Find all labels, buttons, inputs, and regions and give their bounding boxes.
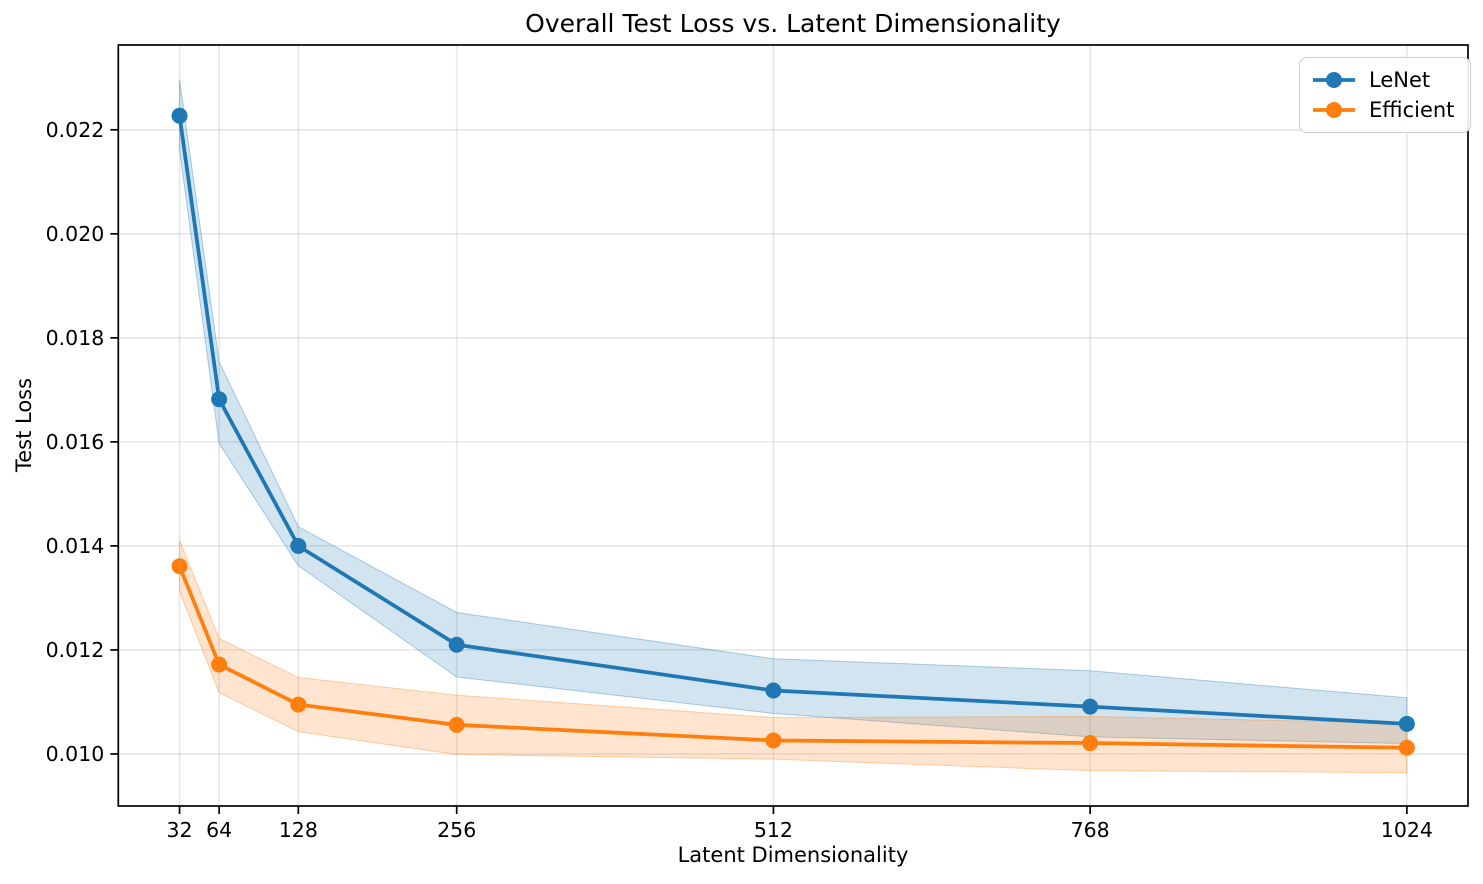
data-point-lenet (211, 391, 228, 408)
y-tick-label: 0.022 (46, 118, 105, 142)
data-point-efficient (765, 732, 782, 749)
x-axis-label: Latent Dimensionality (677, 843, 909, 867)
y-tick-label: 0.010 (46, 742, 105, 766)
data-point-lenet (448, 636, 465, 653)
data-point-lenet (171, 107, 188, 124)
data-point-lenet (290, 537, 307, 554)
data-point-lenet (1398, 715, 1415, 732)
y-tick-label: 0.020 (46, 222, 105, 246)
confidence-band-lenet (179, 79, 1408, 745)
data-point-lenet (765, 682, 782, 699)
y-tick-label: 0.012 (46, 638, 105, 662)
legend-label: Efficient (1369, 98, 1455, 122)
y-tick-label: 0.014 (46, 534, 105, 558)
data-point-efficient (1398, 739, 1415, 756)
data-point-efficient (290, 696, 307, 713)
x-tick-label: 128 (279, 818, 318, 842)
chart-title: Overall Test Loss vs. Latent Dimensional… (525, 9, 1061, 38)
data-point-efficient (171, 558, 188, 575)
x-axis-ticks: 32 64 128 256 512 768 1024 (166, 806, 1433, 842)
data-point-efficient (448, 716, 465, 733)
series-line-lenet (177, 113, 1409, 726)
y-axis-ticks: 0.010 0.012 0.014 0.016 0.018 0.020 0.022 (46, 118, 119, 766)
legend-line-sample-icon (1313, 72, 1355, 88)
x-tick-label: 512 (754, 818, 793, 842)
y-axis-label: Test Loss (12, 377, 36, 473)
axes-spines (117, 44, 1469, 807)
legend-line-sample-icon (1313, 102, 1355, 118)
data-point-efficient (1082, 735, 1099, 752)
x-tick-label: 256 (437, 818, 476, 842)
x-tick-label: 64 (206, 818, 232, 842)
legend: LeNet Efficient (1299, 57, 1472, 133)
legend-item-lenet: LeNet (1311, 67, 1454, 93)
x-tick-label: 1024 (1381, 818, 1433, 842)
data-point-efficient (211, 656, 228, 673)
x-tick-label: 768 (1071, 818, 1110, 842)
x-tick-label: 32 (166, 818, 192, 842)
data-point-lenet (1082, 698, 1099, 715)
y-tick-label: 0.018 (46, 326, 105, 350)
y-tick-label: 0.016 (46, 430, 105, 454)
legend-item-efficient: Efficient (1311, 97, 1454, 123)
grid-lines (118, 45, 1468, 806)
legend-label: LeNet (1369, 68, 1431, 92)
